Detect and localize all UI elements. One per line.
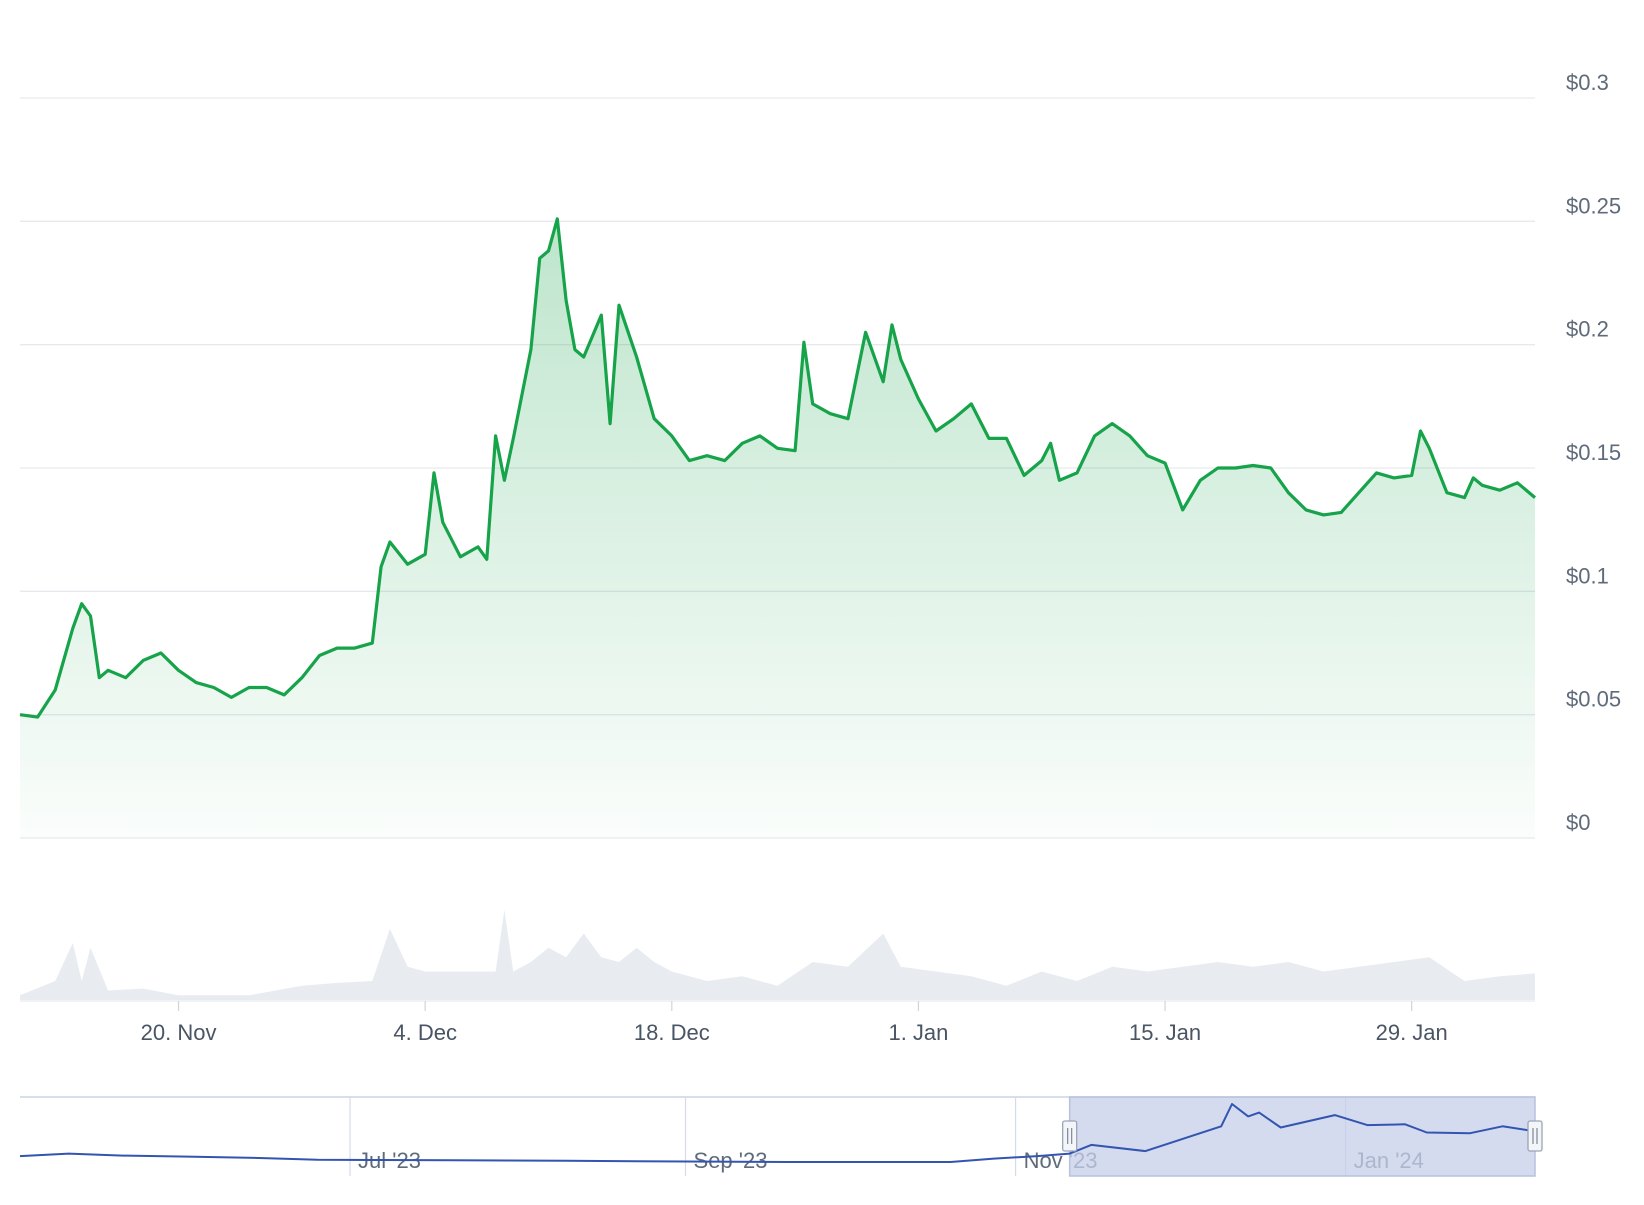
- navigator-handle-left[interactable]: [1062, 1120, 1078, 1152]
- y-tick-label: $0: [1566, 810, 1590, 835]
- volume-layer: [20, 909, 1535, 1000]
- y-tick-label: $0.15: [1566, 440, 1621, 465]
- x-tick-label: 29. Jan: [1376, 1020, 1448, 1045]
- y-tick-label: $0.2: [1566, 317, 1609, 342]
- navigator-selection[interactable]: [1068, 1096, 1536, 1177]
- price-layer: [19, 217, 1537, 838]
- x-axis: 20. Nov 4. Dec 18. Dec 1. Jan 15. Jan 29. Jan: [141, 1001, 1448, 1045]
- x-tick-label: 20. Nov: [141, 1020, 217, 1045]
- y-tick-label: $0.1: [1566, 563, 1609, 588]
- navigator-tick-label: Sep '23: [694, 1148, 768, 1173]
- price-line: [19, 217, 1537, 719]
- navigator-line: [19, 1103, 1536, 1163]
- x-tick-label: 18. Dec: [634, 1020, 710, 1045]
- navigator-handle-right[interactable]: [1527, 1120, 1543, 1152]
- y-tick-label: $0.05: [1566, 687, 1621, 712]
- y-axis: $0 $0.05 $0.1 $0.15 $0.2 $0.25 $0.3: [1566, 70, 1621, 835]
- price-area: [20, 218, 1535, 838]
- volume-area: [20, 909, 1535, 1000]
- x-tick-label: 15. Jan: [1129, 1020, 1201, 1045]
- x-tick-label: 4. Dec: [393, 1020, 457, 1045]
- x-tick-label: 1. Jan: [888, 1020, 948, 1045]
- y-tick-label: $0.3: [1566, 70, 1609, 95]
- y-tick-label: $0.25: [1566, 193, 1621, 218]
